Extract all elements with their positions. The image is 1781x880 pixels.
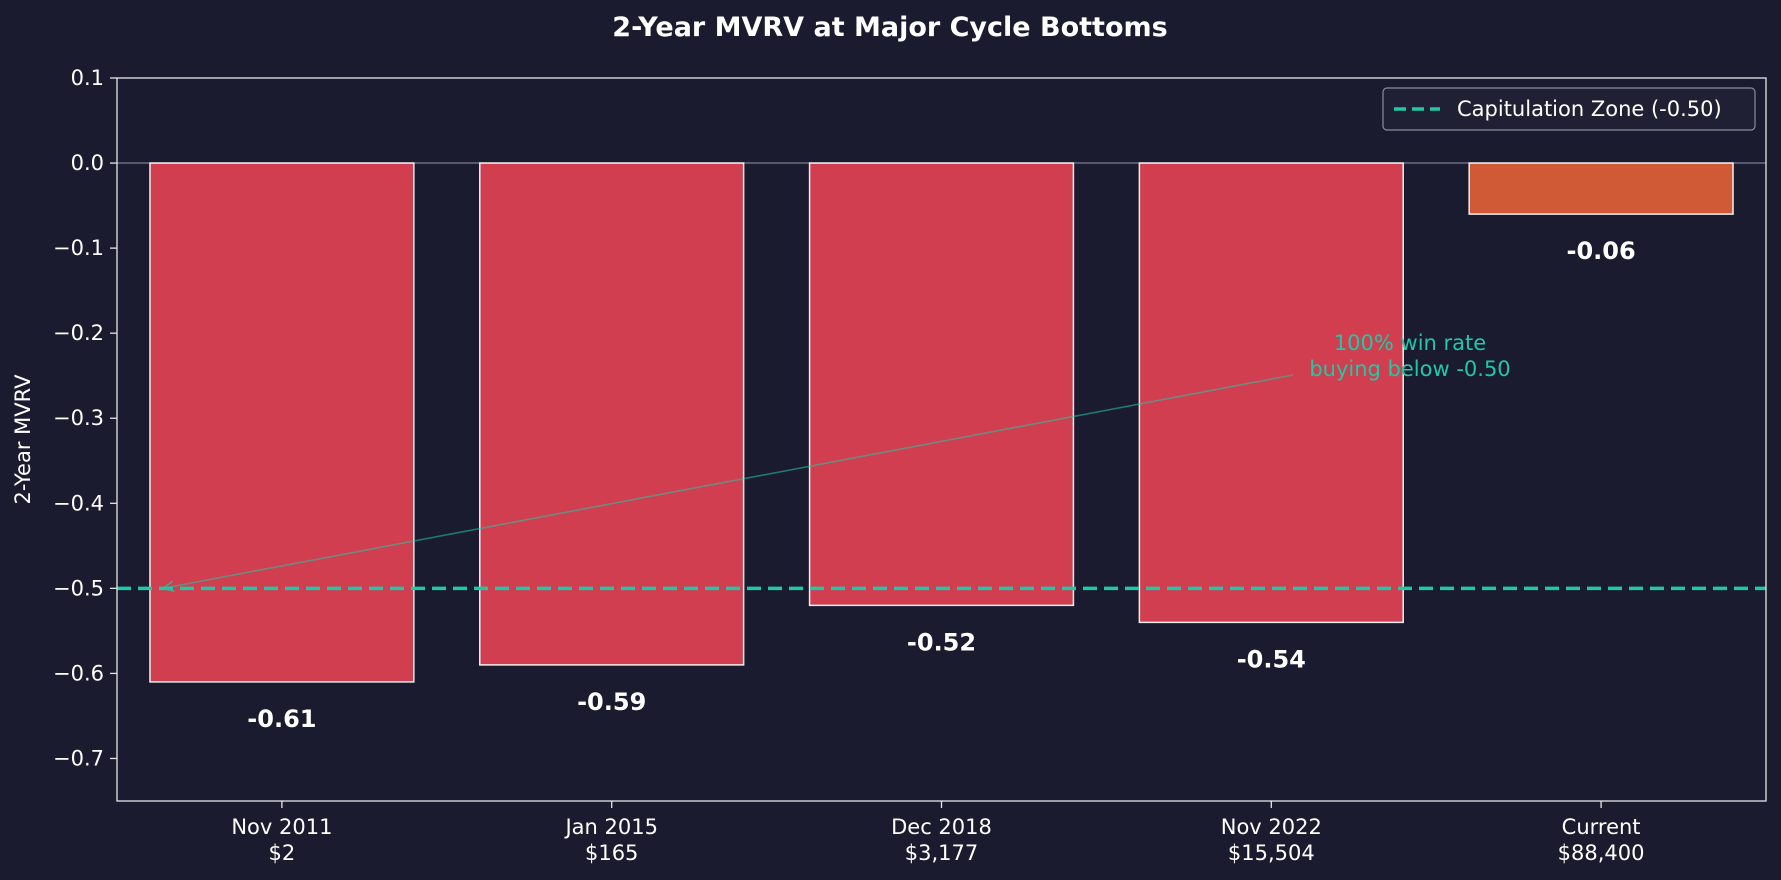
- bar: [808, 162, 1075, 607]
- x-tick-label-line2: $15,504: [1228, 841, 1315, 865]
- plot-area: -0.61 -0.59 -0.52 -0.54 -0.06 100% win ratebu…: [53, 66, 1767, 865]
- x-tick-label-line2: $2: [269, 841, 296, 865]
- y-tick-label: 0.0: [71, 151, 104, 175]
- chart-title: 2-Year MVRV at Major Cycle Bottoms: [612, 12, 1167, 43]
- annotation-arrowhead: [161, 580, 175, 593]
- y-tick-label: −0.3: [53, 406, 104, 430]
- y-axis-title: 2-Year MVRV: [11, 374, 35, 505]
- annotation-text: 100% win rate: [1334, 331, 1486, 355]
- bar-value-label: -0.61: [247, 705, 316, 733]
- x-tick-label-line2: $88,400: [1558, 841, 1645, 865]
- x-tick-label-line1: Nov 2022: [1221, 815, 1322, 839]
- y-tick-label: −0.1: [53, 236, 104, 260]
- bar: [149, 162, 415, 683]
- y-tick-label: 0.1: [71, 66, 104, 90]
- bar-value-label: -0.54: [1237, 645, 1306, 673]
- legend: Capitulation Zone (-0.50): [1382, 87, 1756, 131]
- y-tick-label: −0.6: [53, 661, 104, 685]
- bar: [479, 162, 745, 666]
- bar-value-label: -0.52: [907, 628, 976, 656]
- y-tick-label: −0.4: [53, 491, 104, 515]
- y-tick-label: −0.7: [53, 746, 104, 770]
- annotation-arrow: [162, 374, 1294, 590]
- y-tick-label: −0.2: [53, 321, 104, 345]
- annotation-text: buying below -0.50: [1309, 357, 1510, 381]
- bar: [1138, 162, 1404, 624]
- x-tick-label-line1: Current: [1562, 815, 1641, 839]
- bar-value-label: -0.06: [1567, 237, 1636, 265]
- y-tick-label: −0.5: [53, 576, 104, 600]
- x-tick-label-line1: Dec 2018: [891, 815, 992, 839]
- x-tick-label-line2: $3,177: [905, 841, 978, 865]
- legend-label: Capitulation Zone (-0.50): [1457, 97, 1722, 121]
- legend-box: [1382, 87, 1756, 131]
- x-tick-label-line1: Nov 2011: [231, 815, 332, 839]
- bar: [1468, 162, 1734, 215]
- x-tick-label-line2: $165: [585, 841, 638, 865]
- bar-value-label: -0.59: [577, 688, 646, 716]
- x-tick-label-line1: Jan 2015: [563, 815, 658, 839]
